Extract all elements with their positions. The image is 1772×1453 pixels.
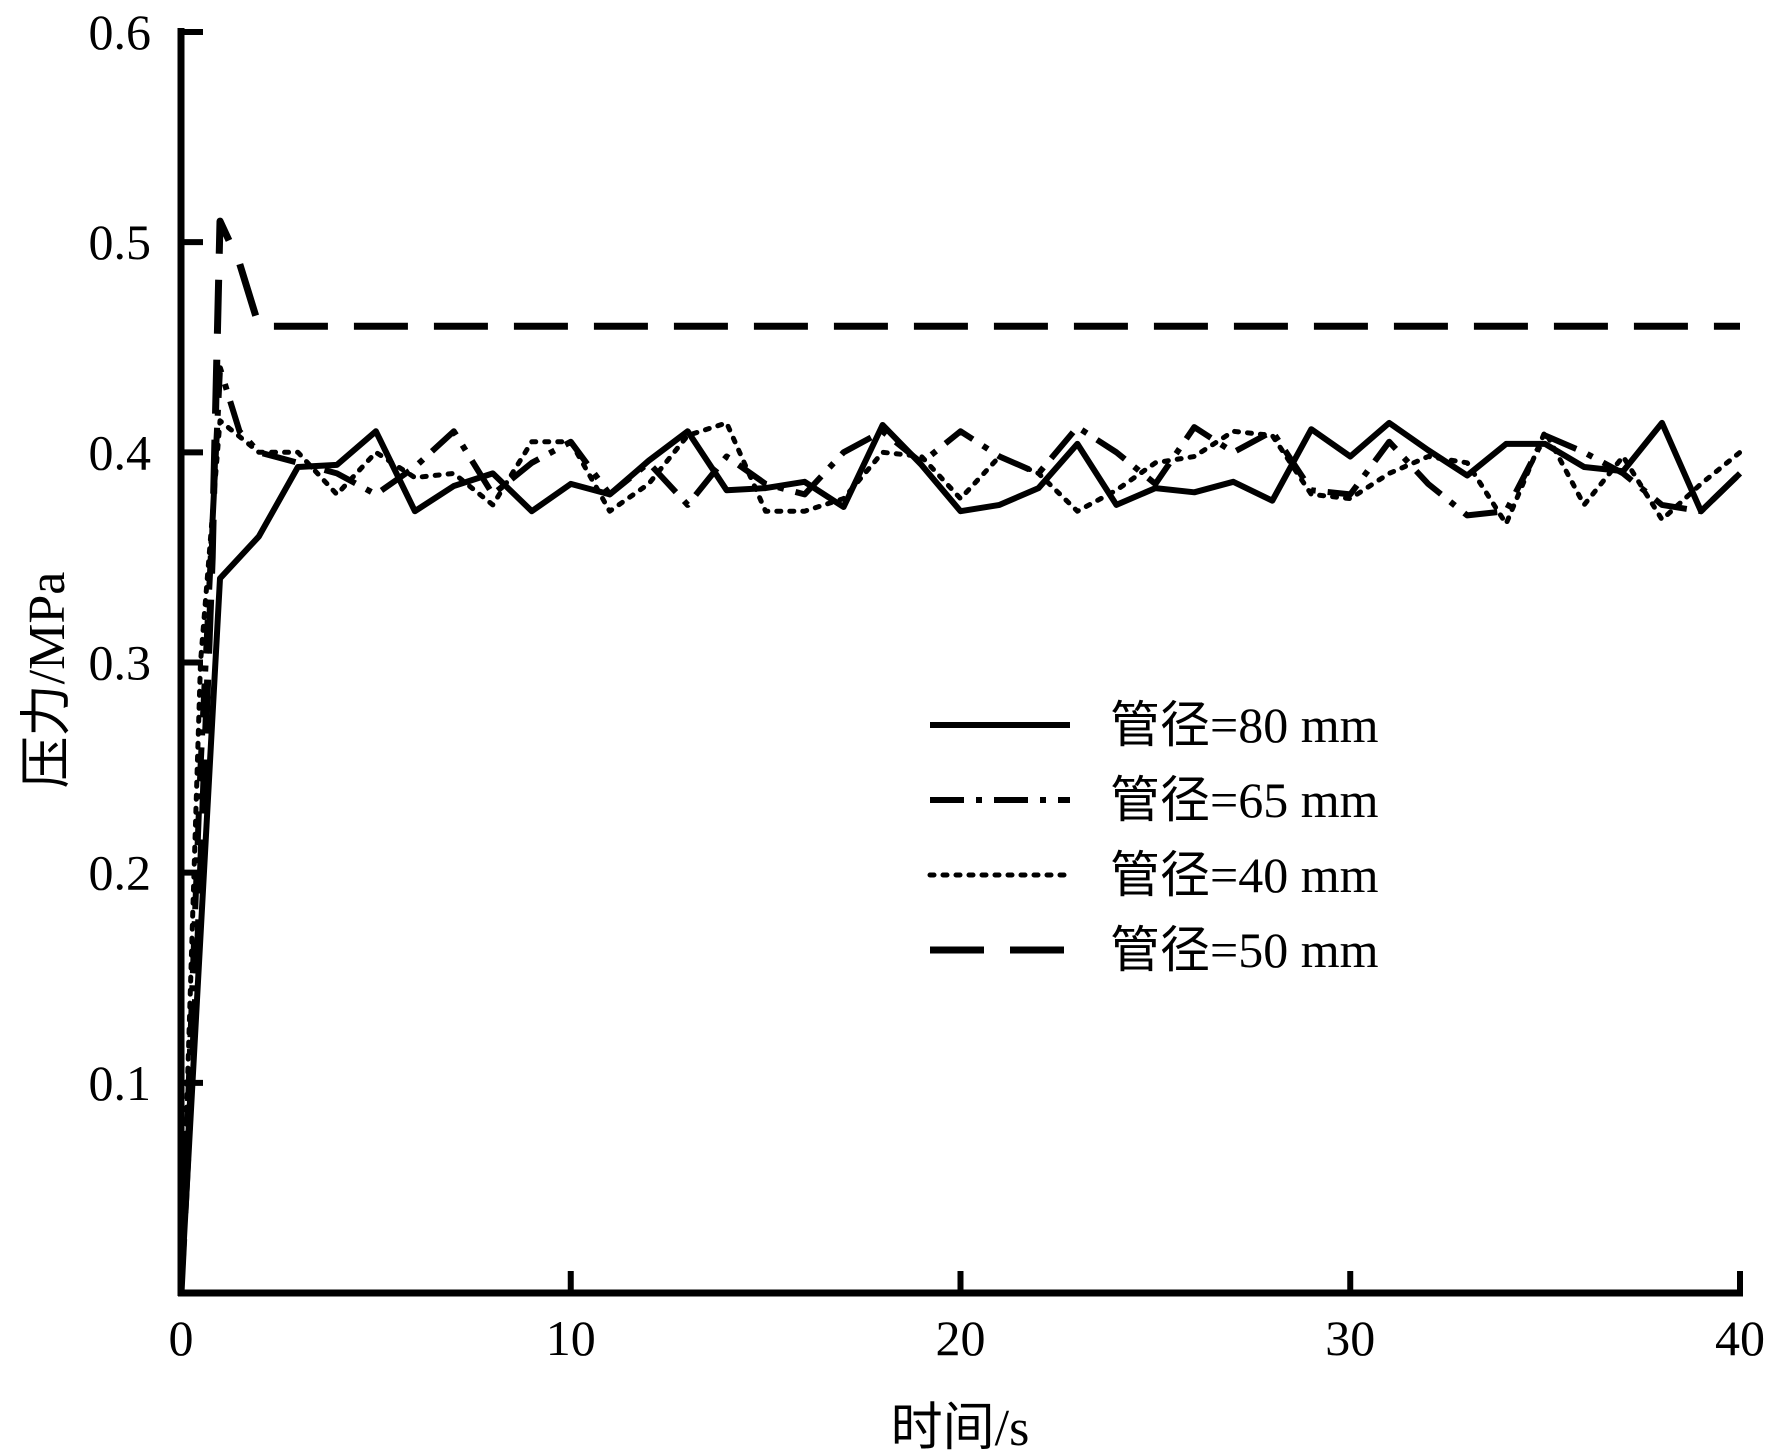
series-line-0: [178, 419, 1743, 1294]
legend-label-2: 管径=40 mm: [1110, 847, 1379, 903]
x-tick-label-1: 10: [546, 1310, 596, 1366]
y-tick-label-3: 0.4: [89, 424, 152, 480]
series-line-3: [177, 217, 1740, 1294]
axes-group: [177, 28, 1743, 1297]
y-tick-label-5: 0.6: [89, 4, 152, 60]
x-tick-label-2: 20: [936, 1310, 986, 1366]
series-line-2: [178, 418, 1743, 1296]
legend-label-0: 管径=80 mm: [1110, 697, 1379, 753]
legend: 管径=80 mm 管径=65 mm 管径=40 mm 管径=50 mm: [927, 697, 1379, 978]
y-tick-label-1: 0.2: [89, 845, 152, 901]
ticks-group: 0 10 20 30 40 0.1 0.2 0.3 0.4 0.5 0.6: [89, 4, 1766, 1366]
legend-label-1: 管径=65 mm: [1110, 772, 1379, 828]
x-axis-label: 时间/s: [891, 1400, 1030, 1453]
y-axis-label: 压力/MPa: [19, 572, 76, 789]
y-tick-label-4: 0.5: [89, 214, 152, 270]
x-tick-label-0: 0: [169, 1310, 194, 1366]
x-tick-label-3: 30: [1325, 1310, 1375, 1366]
legend-label-3: 管径=50 mm: [1110, 922, 1379, 978]
series-group: [177, 217, 1743, 1296]
y-tick-label-2: 0.3: [89, 635, 152, 691]
y-tick-label-0: 0.1: [89, 1055, 152, 1111]
x-tick-label-4: 40: [1715, 1310, 1765, 1366]
series-line-1: [178, 365, 1743, 1294]
